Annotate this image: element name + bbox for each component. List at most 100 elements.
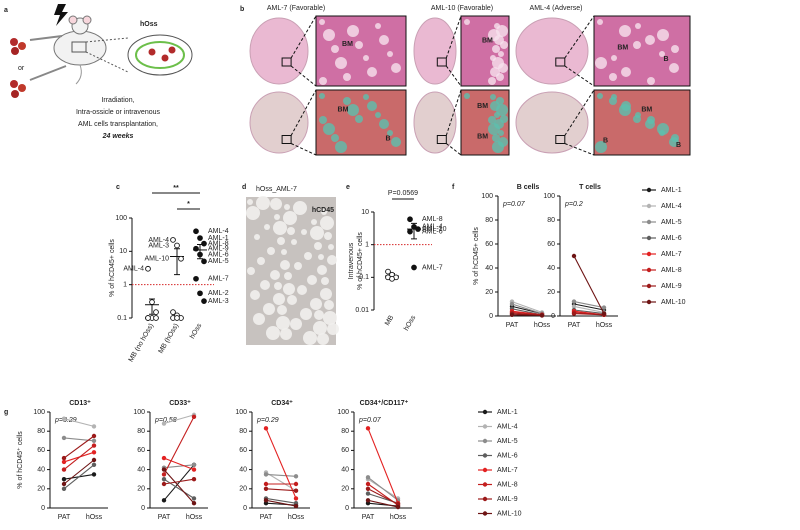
y-tick-label: 100 bbox=[481, 193, 493, 200]
tissue-texture bbox=[492, 45, 500, 53]
data-point bbox=[191, 462, 197, 467]
y-tick-label: 60 bbox=[37, 447, 45, 454]
y-tick-label: 0 bbox=[345, 505, 349, 512]
adipocyte bbox=[320, 216, 334, 230]
data-point bbox=[191, 501, 197, 506]
adipocyte bbox=[270, 198, 282, 210]
tissue-texture bbox=[498, 130, 504, 136]
tissue-texture bbox=[367, 101, 377, 111]
y-tick-label: 20 bbox=[341, 486, 349, 493]
legend-label: AML-8 bbox=[661, 267, 682, 274]
point-label: AML-1 bbox=[208, 235, 229, 242]
data-point bbox=[389, 275, 395, 282]
cell-icon bbox=[161, 54, 169, 62]
region-label: B bbox=[676, 142, 681, 149]
y-tick-label: 40 bbox=[485, 265, 493, 272]
series-line bbox=[367, 476, 399, 501]
legend-marker bbox=[482, 496, 488, 502]
legend-label: AML-1 bbox=[497, 409, 518, 416]
caption-line: 24 weeks bbox=[102, 133, 134, 140]
cell-icon bbox=[18, 84, 26, 92]
histology-zoom bbox=[315, 15, 407, 87]
histology-overview bbox=[515, 17, 589, 85]
series-line bbox=[63, 418, 95, 427]
data-point bbox=[191, 467, 197, 472]
data-point bbox=[91, 438, 97, 443]
zoom-line bbox=[290, 65, 317, 87]
y-tick-label: 20 bbox=[485, 289, 493, 296]
adipocyte bbox=[310, 298, 322, 310]
y-tick-label: 60 bbox=[547, 241, 555, 248]
adipocyte bbox=[284, 204, 290, 210]
adipocyte bbox=[307, 275, 317, 285]
adipocyte bbox=[317, 333, 329, 345]
series-line bbox=[573, 303, 605, 311]
adipocyte bbox=[276, 316, 290, 330]
data-point bbox=[197, 290, 203, 297]
point-label: AML-7 bbox=[422, 264, 443, 271]
tissue-texture bbox=[319, 116, 327, 124]
data-point bbox=[201, 258, 207, 265]
data-point bbox=[293, 496, 299, 501]
legend-label: AML-4 bbox=[497, 423, 518, 430]
series-line bbox=[63, 464, 95, 490]
panel-label: f bbox=[452, 184, 455, 191]
data-point bbox=[91, 433, 97, 439]
data-point bbox=[178, 255, 184, 262]
tissue-texture bbox=[671, 134, 679, 142]
tissue-texture bbox=[492, 134, 500, 142]
selection-box bbox=[555, 57, 566, 67]
adipocyte bbox=[328, 244, 334, 250]
plot-title: CD34⁺/CD117⁺ bbox=[360, 400, 409, 407]
tissue-texture bbox=[645, 35, 655, 45]
tissue-texture bbox=[343, 97, 351, 105]
data-point bbox=[174, 315, 180, 321]
tissue-texture bbox=[619, 25, 631, 37]
y-tick-label: 0 bbox=[243, 505, 247, 512]
tissue-texture bbox=[488, 77, 496, 85]
tissue-texture bbox=[367, 67, 377, 77]
tissue-texture bbox=[355, 115, 363, 123]
tissue-texture bbox=[492, 141, 504, 153]
data-point bbox=[61, 481, 67, 487]
adipocyte bbox=[323, 311, 337, 325]
adipocyte bbox=[253, 313, 265, 325]
tissue-texture bbox=[375, 23, 381, 29]
adipocyte bbox=[260, 280, 270, 290]
syringe bbox=[29, 35, 63, 41]
adipocyte bbox=[264, 224, 270, 230]
mouse-tail bbox=[75, 64, 82, 85]
x-tick-label: MB (hOss) bbox=[158, 322, 181, 354]
series-line bbox=[367, 488, 399, 505]
legend-label: AML-5 bbox=[661, 219, 682, 226]
series-line bbox=[573, 305, 605, 313]
adipocyte bbox=[320, 288, 332, 300]
mouse-ear bbox=[82, 15, 92, 25]
tissue-texture bbox=[490, 67, 500, 77]
series-line bbox=[163, 464, 195, 469]
y-axis-label: Intravenous bbox=[348, 242, 355, 279]
tissue-texture bbox=[391, 137, 401, 147]
tissue-texture bbox=[669, 63, 679, 73]
data-point bbox=[91, 424, 97, 429]
tissue-texture bbox=[488, 123, 500, 135]
data-point bbox=[61, 455, 67, 461]
point-label: AML-9 bbox=[208, 246, 229, 253]
legend-label: AML-6 bbox=[661, 235, 682, 242]
tissue-texture bbox=[490, 55, 496, 61]
panel-label: e bbox=[346, 184, 350, 191]
x-tick-label: hOss bbox=[288, 514, 305, 521]
data-point bbox=[385, 268, 391, 275]
data-point bbox=[365, 491, 371, 496]
adipocyte bbox=[321, 277, 329, 285]
legend-label: AML-10 bbox=[661, 299, 686, 306]
data-point bbox=[539, 313, 545, 318]
tissue-texture bbox=[611, 55, 617, 61]
y-tick-label: 40 bbox=[37, 466, 45, 473]
zoom-line bbox=[290, 15, 317, 59]
region-label: B bbox=[663, 56, 668, 63]
sample-title: AML-7 (Favorable) bbox=[267, 5, 325, 12]
y-tick-label: 0.1 bbox=[117, 315, 127, 322]
plot-title: CD13⁺ bbox=[69, 400, 91, 407]
x-tick-label: hOss bbox=[534, 322, 551, 329]
